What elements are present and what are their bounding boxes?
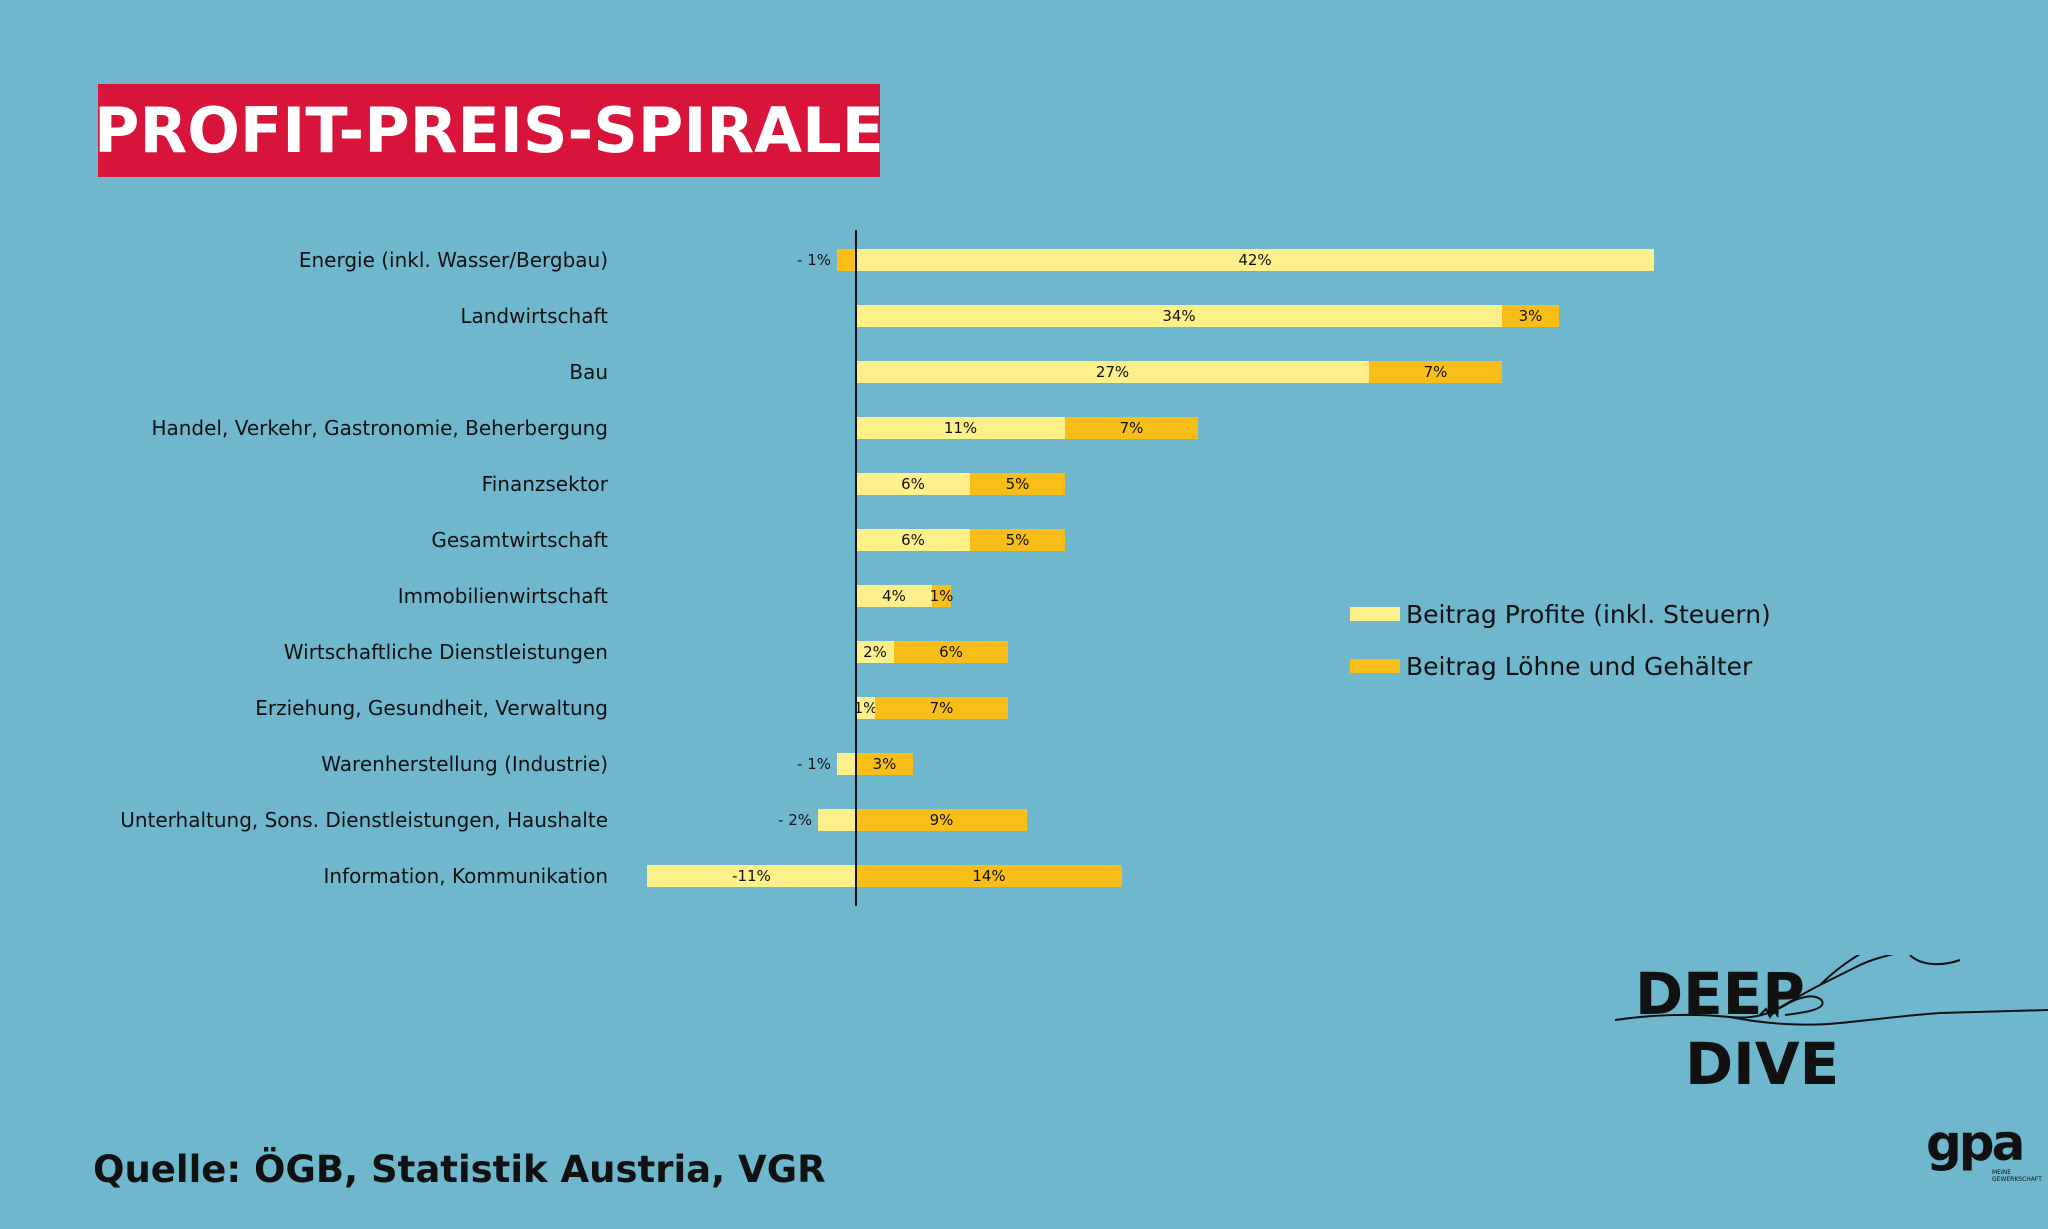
data-label: 11% bbox=[944, 419, 977, 437]
bar-wages bbox=[856, 865, 1122, 887]
bar-wages bbox=[894, 641, 1008, 663]
chart-legend: Beitrag Profite (inkl. Steuern) Beitrag … bbox=[1350, 588, 1771, 692]
data-label: 4% bbox=[882, 587, 906, 605]
bar-wages bbox=[970, 473, 1065, 495]
data-label: 6% bbox=[939, 643, 963, 661]
bar-wages bbox=[1369, 361, 1502, 383]
category-label: Bau bbox=[569, 360, 608, 384]
data-label: - 1% bbox=[797, 251, 831, 269]
gpa-logo: gpa MEINE GEWERKSCHAFT bbox=[1920, 1118, 2042, 1186]
bar-wages bbox=[856, 753, 913, 775]
category-label: Erziehung, Gesundheit, Verwaltung bbox=[255, 696, 608, 720]
bar-profits bbox=[647, 865, 856, 887]
bar-profits bbox=[856, 585, 932, 607]
category-label: Immobilienwirtschaft bbox=[398, 584, 608, 608]
data-label: 3% bbox=[873, 755, 897, 773]
data-label: 5% bbox=[1006, 531, 1030, 549]
bar-wages bbox=[1065, 417, 1198, 439]
data-label: 1% bbox=[854, 699, 878, 717]
source-note: Quelle: ÖGB, Statistik Austria, VGR bbox=[93, 1148, 826, 1191]
bar-wages bbox=[932, 585, 951, 607]
legend-item-wages: Beitrag Löhne und Gehälter bbox=[1350, 640, 1771, 692]
bar-wages bbox=[837, 249, 856, 271]
gpa-logo-text: gpa bbox=[1926, 1114, 2025, 1172]
dive-word: DIVE bbox=[1685, 1030, 1840, 1098]
chart-title: PROFIT-PREIS-SPIRALE bbox=[94, 94, 884, 167]
category-label: Gesamtwirtschaft bbox=[431, 528, 608, 552]
category-label: Information, Kommunikation bbox=[323, 864, 608, 888]
bar-wages bbox=[970, 529, 1065, 551]
category-label: Warenherstellung (Industrie) bbox=[321, 752, 608, 776]
bar-profits bbox=[856, 473, 970, 495]
hand-drawing-icon bbox=[1614, 955, 2048, 1026]
bar-profits bbox=[818, 809, 856, 831]
data-label: 7% bbox=[1424, 363, 1448, 381]
category-label: Handel, Verkehr, Gastronomie, Beherbergu… bbox=[151, 416, 608, 440]
data-label: 3% bbox=[1519, 307, 1543, 325]
deep-dive-logo: DEEP DIVE bbox=[1610, 955, 2048, 1105]
title-banner: PROFIT-PREIS-SPIRALE bbox=[94, 84, 884, 177]
category-label: Unterhaltung, Sons. Dienstleistungen, Ha… bbox=[120, 808, 608, 832]
category-label: Energie (inkl. Wasser/Bergbau) bbox=[299, 248, 608, 272]
bar-profits bbox=[856, 305, 1502, 327]
gpa-logo-subtext: MEINE GEWERKSCHAFT bbox=[1992, 1169, 2042, 1183]
category-label: Wirtschaftliche Dienstleistungen bbox=[284, 640, 608, 664]
legend-swatch-profits bbox=[1350, 607, 1400, 621]
data-label: 1% bbox=[930, 587, 954, 605]
bar-profits bbox=[856, 417, 1065, 439]
data-label: 2% bbox=[863, 643, 887, 661]
legend-label-wages: Beitrag Löhne und Gehälter bbox=[1406, 651, 1753, 681]
bar-profits bbox=[837, 753, 856, 775]
data-label: 14% bbox=[972, 867, 1005, 885]
data-label: -11% bbox=[732, 867, 771, 885]
bar-profits bbox=[856, 249, 1654, 271]
data-label: 34% bbox=[1162, 307, 1195, 325]
category-label: Finanzsektor bbox=[482, 472, 609, 496]
data-label: 7% bbox=[930, 699, 954, 717]
category-label: Landwirtschaft bbox=[460, 304, 608, 328]
data-label: - 1% bbox=[797, 755, 831, 773]
bar-profits bbox=[856, 529, 970, 551]
deep-word: DEEP bbox=[1635, 960, 1805, 1028]
bar-profits bbox=[856, 697, 875, 719]
data-label: 5% bbox=[1006, 475, 1030, 493]
bar-wages bbox=[1502, 305, 1559, 327]
legend-swatch-wages bbox=[1350, 659, 1400, 673]
data-label: 27% bbox=[1096, 363, 1129, 381]
data-label: - 2% bbox=[778, 811, 812, 829]
legend-item-profits: Beitrag Profite (inkl. Steuern) bbox=[1350, 588, 1771, 640]
bar-wages bbox=[875, 697, 1008, 719]
bar-profits bbox=[856, 641, 894, 663]
bar-wages bbox=[856, 809, 1027, 831]
data-label: 6% bbox=[901, 475, 925, 493]
data-label: 7% bbox=[1120, 419, 1144, 437]
bar-profits bbox=[856, 361, 1369, 383]
data-label: 6% bbox=[901, 531, 925, 549]
data-label: 9% bbox=[930, 811, 954, 829]
data-label: 42% bbox=[1238, 251, 1271, 269]
legend-label-profits: Beitrag Profite (inkl. Steuern) bbox=[1406, 599, 1771, 629]
